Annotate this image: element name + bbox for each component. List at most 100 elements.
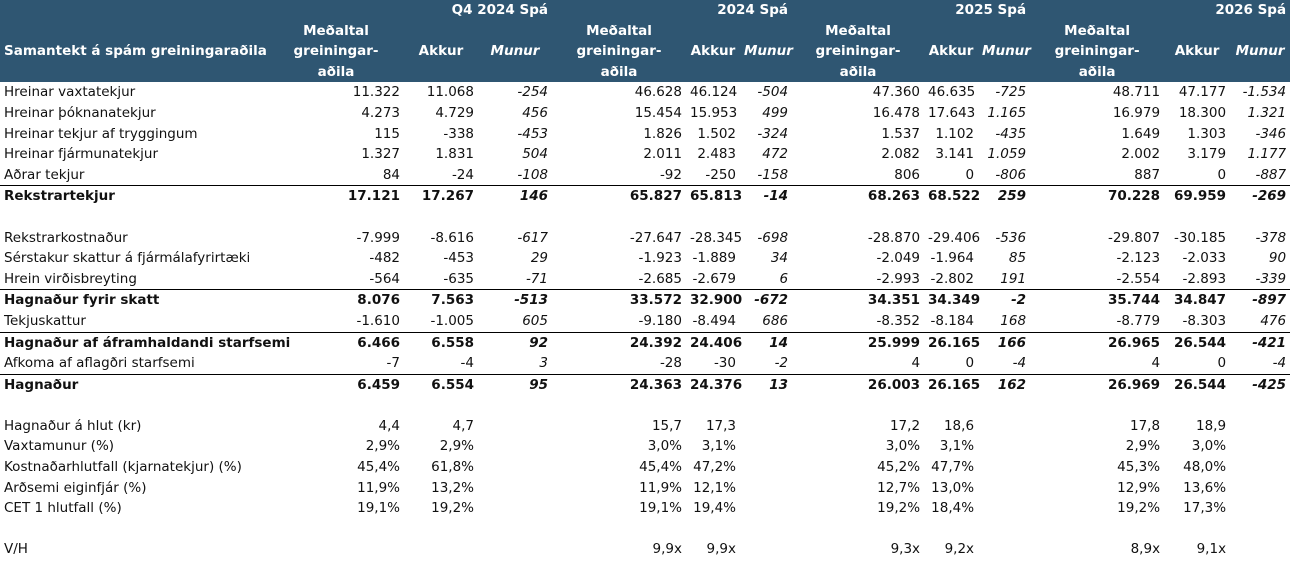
avg-value-cell: 4.273 xyxy=(361,104,400,121)
actual-value-cell: 0 xyxy=(1217,355,1227,372)
actual-value-cell: 6.558 xyxy=(404,331,478,354)
diff-value-cell xyxy=(978,519,1030,540)
avg-value-cell: 17.121 xyxy=(268,185,404,207)
diff-value-cell xyxy=(978,416,1030,437)
row-label xyxy=(0,207,268,228)
diff-value-cell: 605 xyxy=(522,312,548,329)
actual-value-cell: -338 xyxy=(443,125,474,142)
actual-value-cell: 13,6% xyxy=(1183,479,1227,496)
actual-value-cell xyxy=(686,395,740,416)
diff-value-cell: 259 xyxy=(978,185,1031,207)
diff-value-cell xyxy=(478,395,552,416)
diff-value-cell: -513 xyxy=(478,289,552,311)
actual-value-cell: 0 xyxy=(1217,166,1227,183)
period-2026: 2026 Spá xyxy=(1030,0,1291,21)
actual-value-cell: 9,2x xyxy=(944,541,975,558)
avg-value-cell xyxy=(268,395,404,416)
actual-value-cell: 3,1% xyxy=(939,438,975,455)
avg-value-cell: 48.711 xyxy=(1112,84,1161,101)
avg-value-cell: 19,2% xyxy=(1117,500,1161,517)
table-row: Hagnaður á hlut (kr) 4,4 4,7 15,7 17,3 17,2 18… xyxy=(0,416,1290,437)
avg-value-cell: 4 xyxy=(1151,355,1161,372)
avg-value-cell: -27.647 xyxy=(629,229,682,246)
diff-value-cell: -2 xyxy=(978,289,1031,311)
actual-value-cell: 24.376 xyxy=(686,373,742,396)
actual-value-cell: 3.141 xyxy=(935,146,975,163)
actual-value-cell: 0 xyxy=(965,355,975,372)
actual-value-cell xyxy=(924,207,978,228)
avg-value-cell: 45,2% xyxy=(877,459,921,476)
actual-value-cell xyxy=(1164,207,1230,228)
avg-value-cell: 2,9% xyxy=(365,438,400,455)
header-blank xyxy=(0,0,268,21)
col-avg-line3: aðila xyxy=(268,61,404,83)
diff-value-cell: 13 xyxy=(740,373,793,396)
actual-value-cell: 18.300 xyxy=(1178,104,1227,121)
table-row: Rekstrartekjur 17.121 17.267 146 65.827 65.81… xyxy=(0,185,1291,207)
avg-value-cell: -2.049 xyxy=(876,250,921,267)
diff-value-cell xyxy=(740,539,792,560)
actual-value-cell: -2.893 xyxy=(1182,270,1227,287)
actual-value-cell: 26.544 xyxy=(1164,331,1231,354)
actual-value-cell: -2.033 xyxy=(1182,250,1227,267)
actual-value-cell xyxy=(404,207,478,228)
table-row: Hreinar fjármunatekjur 1.327 1.831 504 2.011… xyxy=(0,144,1290,165)
actual-value-cell: -8.494 xyxy=(692,312,736,329)
actual-value-cell xyxy=(1164,395,1230,416)
diff-value-cell: -339 xyxy=(1255,270,1287,287)
diff-value-cell xyxy=(978,457,1030,478)
actual-value-cell xyxy=(686,519,740,540)
avg-value-cell: -28.870 xyxy=(867,229,921,246)
avg-value-cell: -8.779 xyxy=(1116,312,1161,329)
diff-value-cell: 85 xyxy=(1008,250,1027,267)
diff-value-cell: -435 xyxy=(995,125,1027,142)
avg-value-cell xyxy=(792,519,924,540)
avg-value-cell: 8,9x xyxy=(1130,541,1161,558)
col-avg-line2: greiningar- xyxy=(792,41,925,62)
actual-value-cell: 3,0% xyxy=(1191,438,1227,455)
avg-value-cell: 2,9% xyxy=(1125,438,1161,455)
avg-value-cell: 4,4 xyxy=(378,417,400,434)
row-label: Hagnaður af áframhaldandi starfsemi xyxy=(0,331,290,354)
avg-value-cell: 19,1% xyxy=(639,500,682,517)
diff-value-cell: 34 xyxy=(770,250,789,267)
actual-value-cell: 34.349 xyxy=(924,289,980,311)
avg-value-cell: 1.537 xyxy=(881,125,921,142)
row-label: V/H xyxy=(4,541,28,558)
avg-value-cell: 2.082 xyxy=(881,146,921,163)
avg-value-cell: 26.003 xyxy=(792,373,925,396)
avg-value-cell: 17,2 xyxy=(889,417,921,434)
diff-value-cell xyxy=(1230,416,1290,437)
actual-value-cell: -1.005 xyxy=(430,312,474,329)
diff-value-cell: 162 xyxy=(978,373,1031,396)
avg-value-cell: 3,0% xyxy=(885,438,921,455)
diff-value-cell xyxy=(1230,207,1290,228)
diff-value-cell xyxy=(478,416,552,437)
row-label xyxy=(0,519,268,540)
avg-value-cell xyxy=(268,539,404,560)
diff-value-cell xyxy=(740,478,792,499)
actual-value-cell: 17.267 xyxy=(404,185,478,207)
avg-value-cell: 46.628 xyxy=(634,84,682,101)
table-row: Kostnaðarhlutfall (kjarnatekjur) (%) 45,4… xyxy=(0,457,1290,478)
avg-value-cell xyxy=(1030,207,1164,228)
actual-value-cell: -30 xyxy=(713,355,736,372)
table-row: Aðrar tekjur 84 -24 -108 -92 -250 -158 806 0 -806… xyxy=(0,165,1290,186)
diff-value-cell: -2 xyxy=(774,355,789,372)
actual-value-cell: 0 xyxy=(965,166,975,183)
diff-value-cell: -14 xyxy=(740,185,793,207)
actual-value-cell: 34.847 xyxy=(1164,289,1231,311)
actual-value-cell: 2,9% xyxy=(439,438,474,455)
diff-value-cell: 166 xyxy=(978,331,1031,354)
row-label: Tekjuskattur xyxy=(4,312,86,329)
avg-value-cell: 16.478 xyxy=(872,104,921,121)
actual-value-cell: 4,7 xyxy=(452,417,474,434)
actual-value-cell: 46.635 xyxy=(928,84,976,101)
diff-value-cell xyxy=(478,478,552,499)
actual-value-cell: 61,8% xyxy=(431,459,474,476)
diff-value-cell xyxy=(978,478,1030,499)
actual-value-cell: 17,3 xyxy=(705,417,736,434)
diff-value-cell: 476 xyxy=(1260,312,1287,329)
diff-value-cell xyxy=(978,207,1030,228)
avg-value-cell: 35.744 xyxy=(1030,289,1165,311)
